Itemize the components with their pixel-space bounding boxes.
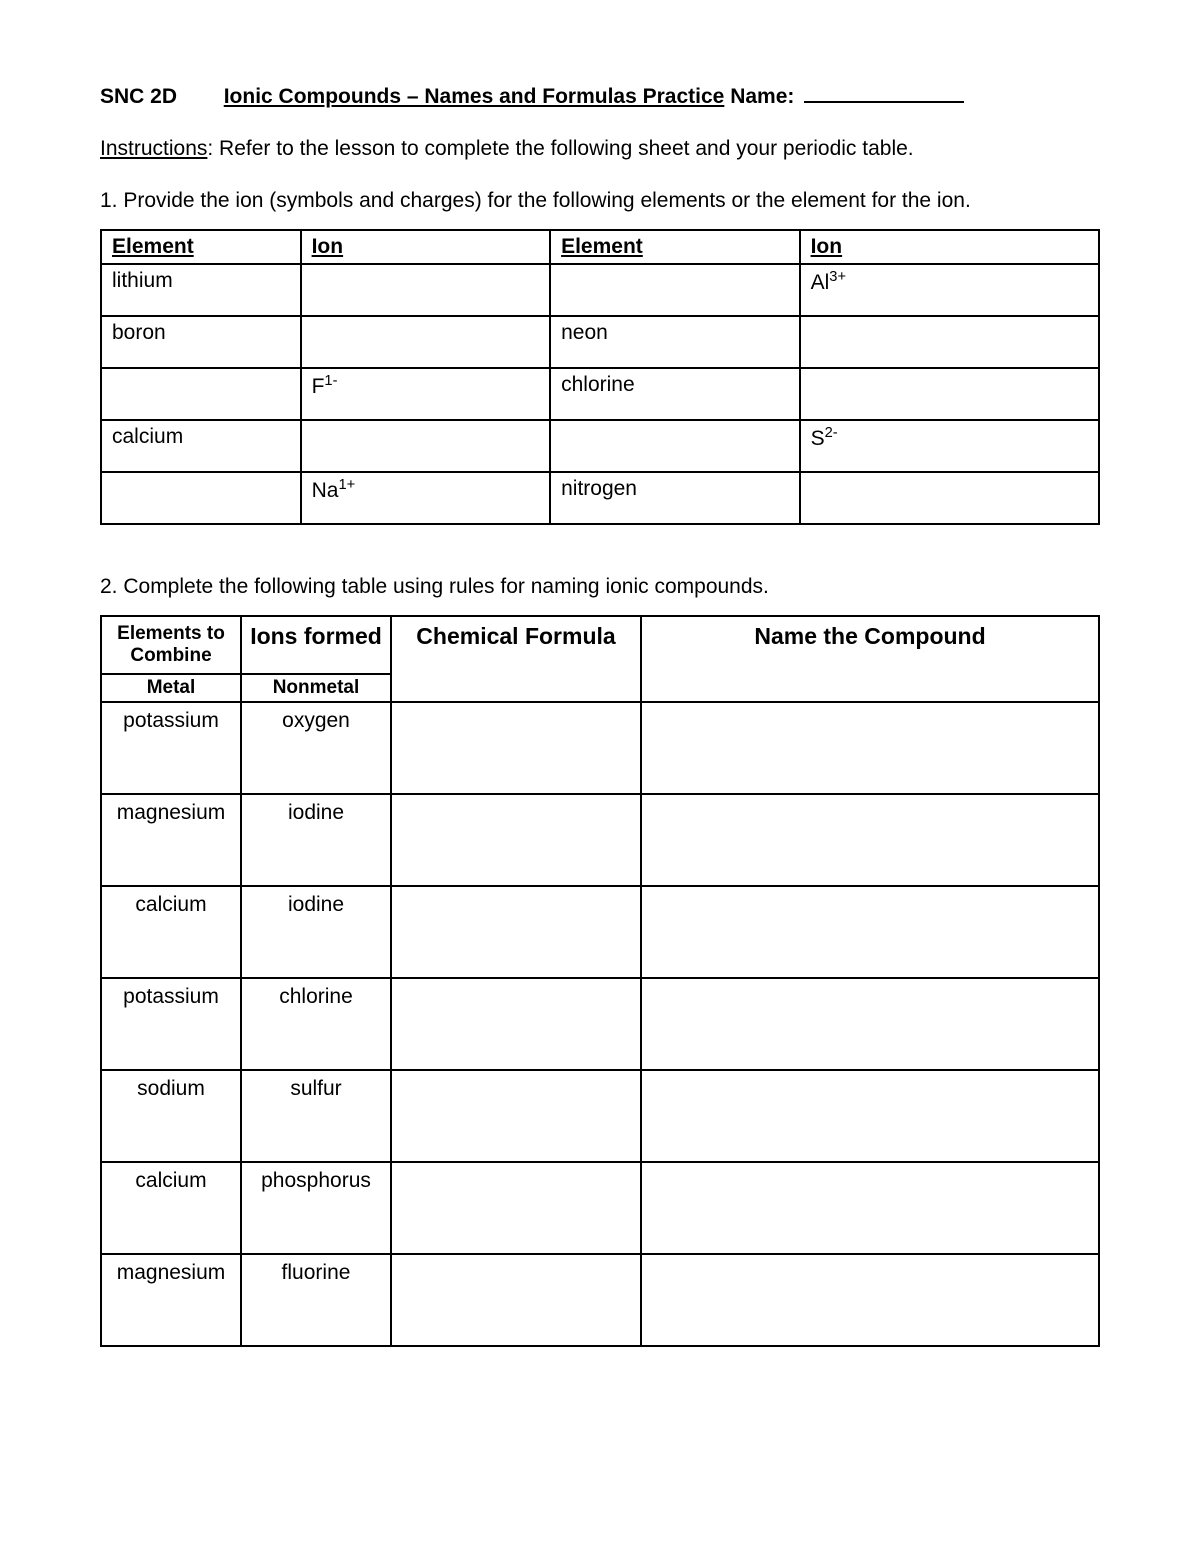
- formula-cell[interactable]: [391, 1254, 641, 1346]
- nonmetal-cell: chlorine: [241, 978, 391, 1070]
- element-cell[interactable]: [550, 264, 800, 316]
- ion-cell[interactable]: [800, 368, 1099, 420]
- metal-cell: magnesium: [101, 794, 241, 886]
- compound-name-cell[interactable]: [641, 978, 1099, 1070]
- metal-cell: calcium: [101, 886, 241, 978]
- ion-cell[interactable]: [301, 316, 551, 368]
- ion-table-header: Element: [550, 230, 800, 264]
- element-cell: calcium: [101, 420, 301, 472]
- ion-charge: 2-: [825, 425, 838, 441]
- compound-row: magnesium iodine: [101, 794, 1099, 886]
- compound-name-cell[interactable]: [641, 702, 1099, 794]
- ion-cell: F1-: [301, 368, 551, 420]
- ion-cell[interactable]: [800, 472, 1099, 524]
- ion-symbol: Na: [312, 479, 339, 502]
- compound-name-cell[interactable]: [641, 1162, 1099, 1254]
- ion-cell: Al3+: [800, 264, 1099, 316]
- ion-cell[interactable]: [800, 316, 1099, 368]
- formula-cell[interactable]: [391, 1070, 641, 1162]
- question-2-text: 2. Complete the following table using ru…: [100, 575, 1100, 599]
- compound-row: potassium chlorine: [101, 978, 1099, 1070]
- header-elements: Elements to Combine: [101, 616, 241, 674]
- name-blank[interactable]: [804, 101, 964, 103]
- header-ions: Ions formed: [241, 616, 391, 674]
- compound-row: sodium sulfur: [101, 1070, 1099, 1162]
- instructions: Instructions: Refer to the lesson to com…: [100, 137, 1100, 161]
- metal-cell: magnesium: [101, 1254, 241, 1346]
- header-metal: Metal: [101, 674, 241, 702]
- ion-cell[interactable]: [301, 264, 551, 316]
- compound-row: potassium oxygen: [101, 702, 1099, 794]
- nonmetal-cell: iodine: [241, 886, 391, 978]
- ion-cell: Na1+: [301, 472, 551, 524]
- formula-cell[interactable]: [391, 886, 641, 978]
- element-cell[interactable]: [101, 472, 301, 524]
- formula-cell[interactable]: [391, 1162, 641, 1254]
- ion-symbol: F: [312, 375, 325, 398]
- nonmetal-cell: phosphorus: [241, 1162, 391, 1254]
- course-code: SNC 2D: [100, 85, 177, 108]
- ion-table-row: boron neon: [101, 316, 1099, 368]
- worksheet-title: Ionic Compounds – Names and Formulas Pra…: [224, 85, 725, 108]
- compound-row: calcium phosphorus: [101, 1162, 1099, 1254]
- metal-cell: calcium: [101, 1162, 241, 1254]
- element-cell: neon: [550, 316, 800, 368]
- element-cell: chlorine: [550, 368, 800, 420]
- formula-cell[interactable]: [391, 794, 641, 886]
- element-cell[interactable]: [550, 420, 800, 472]
- compound-name-cell[interactable]: [641, 794, 1099, 886]
- ion-charge: 1+: [338, 477, 355, 493]
- header-nonmetal: Nonmetal: [241, 674, 391, 702]
- nonmetal-cell: fluorine: [241, 1254, 391, 1346]
- compound-name-cell[interactable]: [641, 886, 1099, 978]
- worksheet-page: SNC 2D Ionic Compounds – Names and Formu…: [0, 0, 1200, 1553]
- ion-table: Element Ion Element Ion lithium Al3+ bor…: [100, 229, 1100, 525]
- instructions-label: Instructions: [100, 137, 207, 160]
- element-cell[interactable]: [101, 368, 301, 420]
- nonmetal-cell: sulfur: [241, 1070, 391, 1162]
- metal-cell: potassium: [101, 978, 241, 1070]
- ion-cell[interactable]: [301, 420, 551, 472]
- ion-table-row: calcium S2-: [101, 420, 1099, 472]
- nonmetal-cell: iodine: [241, 794, 391, 886]
- compound-row: calcium iodine: [101, 886, 1099, 978]
- ion-table-row: Na1+ nitrogen: [101, 472, 1099, 524]
- formula-cell[interactable]: [391, 978, 641, 1070]
- nonmetal-cell: oxygen: [241, 702, 391, 794]
- ion-table-header: Ion: [301, 230, 551, 264]
- ion-charge: 1-: [324, 373, 337, 389]
- compound-name-cell[interactable]: [641, 1254, 1099, 1346]
- formula-cell[interactable]: [391, 702, 641, 794]
- metal-cell: potassium: [101, 702, 241, 794]
- ion-cell: S2-: [800, 420, 1099, 472]
- ion-table-row: F1- chlorine: [101, 368, 1099, 420]
- compound-row: magnesium fluorine: [101, 1254, 1099, 1346]
- name-label: Name:: [730, 85, 794, 108]
- question-1-text: 1. Provide the ion (symbols and charges)…: [100, 189, 1100, 213]
- element-cell: lithium: [101, 264, 301, 316]
- ion-table-row: lithium Al3+: [101, 264, 1099, 316]
- ion-symbol: Al: [811, 271, 830, 294]
- element-cell: nitrogen: [550, 472, 800, 524]
- element-cell: boron: [101, 316, 301, 368]
- ion-table-header: Element: [101, 230, 301, 264]
- ion-table-header: Ion: [800, 230, 1099, 264]
- compound-table-header-row: Elements to Combine Ions formed Chemical…: [101, 616, 1099, 674]
- header-name: Name the Compound: [641, 616, 1099, 702]
- header-line: SNC 2D Ionic Compounds – Names and Formu…: [100, 85, 1100, 109]
- compound-name-cell[interactable]: [641, 1070, 1099, 1162]
- metal-cell: sodium: [101, 1070, 241, 1162]
- header-formula: Chemical Formula: [391, 616, 641, 702]
- ion-symbol: S: [811, 427, 825, 450]
- ion-table-header-row: Element Ion Element Ion: [101, 230, 1099, 264]
- compound-table: Elements to Combine Ions formed Chemical…: [100, 615, 1100, 1347]
- instructions-text: : Refer to the lesson to complete the fo…: [207, 137, 913, 160]
- ion-charge: 3+: [829, 269, 846, 285]
